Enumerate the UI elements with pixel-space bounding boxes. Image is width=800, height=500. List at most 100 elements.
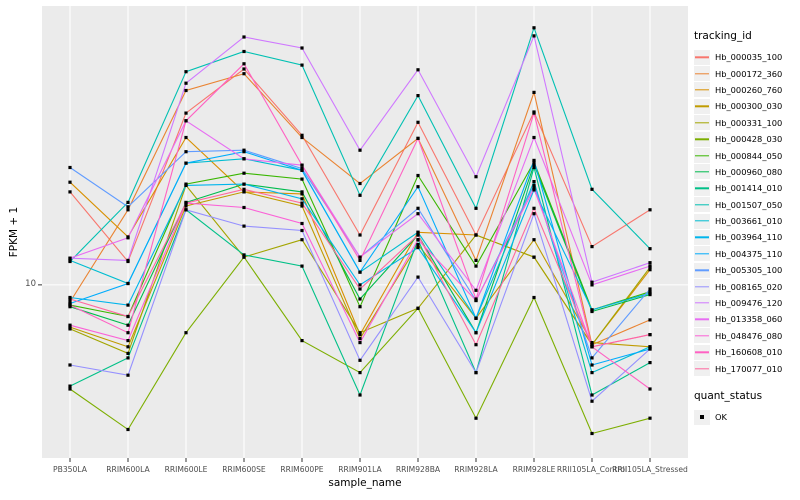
data-point-marker: [184, 111, 188, 115]
y-tick-label: 10: [25, 279, 36, 289]
tracking-legend-title: tracking_id: [694, 30, 752, 42]
legend-key-line: [695, 122, 709, 124]
data-point-marker: [416, 238, 420, 242]
data-point-marker: [242, 35, 246, 39]
legend-item-label: Hb_001414_010: [715, 183, 783, 194]
data-point-marker: [358, 333, 362, 337]
data-point-marker: [184, 70, 188, 74]
x-tick-label: RRIM600LA: [106, 465, 150, 474]
legend-key-line: [695, 351, 709, 353]
data-point-marker: [300, 133, 304, 137]
legend-key-line: [695, 138, 709, 140]
data-point-marker: [648, 208, 652, 212]
data-point-marker: [532, 212, 536, 216]
legend-item-label: Hb_008165_020: [715, 281, 783, 292]
y-axis-title: FPKM + 1: [8, 206, 20, 258]
data-point-marker: [300, 264, 304, 268]
data-point-marker: [300, 197, 304, 201]
data-point-marker: [648, 361, 652, 365]
legend-key-swatch: [694, 180, 710, 196]
data-point-marker: [242, 171, 246, 175]
data-point-marker: [474, 175, 478, 179]
legend-key-line: [695, 269, 709, 271]
data-point-marker: [300, 177, 304, 181]
data-point-marker: [590, 341, 594, 345]
legend-item-Hb_013358_060: Hb_013358_060: [694, 311, 782, 327]
data-point-marker: [358, 181, 362, 186]
legend-item-label: Hb_160608_010: [715, 347, 783, 358]
data-point-marker: [648, 291, 652, 295]
data-point-marker: [358, 258, 362, 262]
data-point-marker: [474, 331, 478, 335]
x-tick-label: RRIM600PE: [280, 465, 323, 474]
legend-key-swatch: [694, 82, 710, 98]
data-point-marker: [242, 62, 246, 66]
legend-key-swatch: [694, 361, 710, 377]
legend-key-swatch: [694, 213, 710, 229]
data-point-marker: [126, 314, 130, 319]
x-tick-label: RRIM600LE: [165, 465, 208, 474]
data-point-marker: [532, 34, 536, 38]
legend-key-swatch: [694, 311, 710, 327]
data-point-marker: [184, 150, 188, 154]
data-point-marker: [474, 264, 478, 268]
data-point-marker: [242, 224, 246, 228]
data-point-marker: [300, 190, 304, 194]
legend-key-line: [695, 367, 709, 370]
data-point-marker: [68, 297, 72, 301]
data-point-marker: [126, 236, 130, 240]
data-point-marker: [648, 333, 652, 337]
legend-key-line: [695, 56, 709, 58]
data-point-marker: [416, 306, 420, 310]
legend-key-line: [695, 105, 709, 108]
legend-key-line: [695, 220, 709, 222]
data-point-marker: [126, 345, 130, 349]
data-point-marker: [68, 327, 72, 331]
data-point-marker: [648, 261, 652, 265]
legend-item-Hb_000300_030: Hb_000300_030: [694, 98, 782, 114]
data-point-marker: [416, 136, 420, 140]
legend-item-label: Hb_000172_360: [715, 68, 783, 79]
legend-key-line: [695, 253, 709, 255]
legend-key-line: [695, 302, 709, 304]
data-point-marker: [416, 233, 420, 237]
data-point-marker: [532, 158, 536, 162]
legend-key-swatch: [694, 328, 710, 344]
data-point-marker: [68, 180, 72, 184]
data-point-marker: [68, 258, 72, 262]
legend-item-Hb_008165_020: Hb_008165_020: [694, 278, 783, 295]
legend-key-line: [695, 285, 709, 288]
data-point-marker: [358, 283, 362, 287]
legend-item-label: Hb_005305_100: [715, 265, 783, 276]
data-point-marker: [184, 135, 188, 140]
data-point-marker: [126, 258, 130, 262]
legend-item-label: Hb_000960_080: [715, 166, 783, 177]
x-tick-label: RRIM928LE: [513, 465, 556, 474]
legend-key-swatch: [694, 164, 710, 180]
data-point-marker: [300, 46, 304, 50]
data-point-marker: [648, 387, 652, 391]
data-point-marker: [184, 201, 188, 205]
data-point-marker: [474, 206, 478, 210]
data-point-marker: [474, 371, 478, 375]
data-point-marker: [242, 187, 246, 191]
legend-item-Hb_000260_760: Hb_000260_760: [694, 82, 782, 98]
legend-key-swatch: [694, 295, 710, 311]
legend-key-line: [695, 187, 709, 190]
data-point-marker: [126, 208, 130, 212]
legend-item-Hb_001507_050: Hb_001507_050: [694, 197, 782, 213]
data-point-marker: [416, 206, 420, 210]
data-point-marker: [474, 288, 478, 292]
data-point-marker: [358, 358, 362, 362]
legend-key-swatch: [694, 98, 710, 114]
legend-key-swatch: [694, 344, 710, 360]
data-point-marker: [184, 81, 188, 85]
data-point-marker: [242, 67, 246, 71]
legend-key-swatch: [694, 197, 710, 213]
data-point-marker: [126, 373, 130, 377]
legend-item-Hb_048476_080: Hb_048476_080: [694, 328, 782, 344]
data-point-marker: [126, 351, 130, 355]
legend-item-Hb_001414_010: Hb_001414_010: [694, 180, 782, 196]
legend-item-quant-OK: OK: [694, 409, 762, 425]
